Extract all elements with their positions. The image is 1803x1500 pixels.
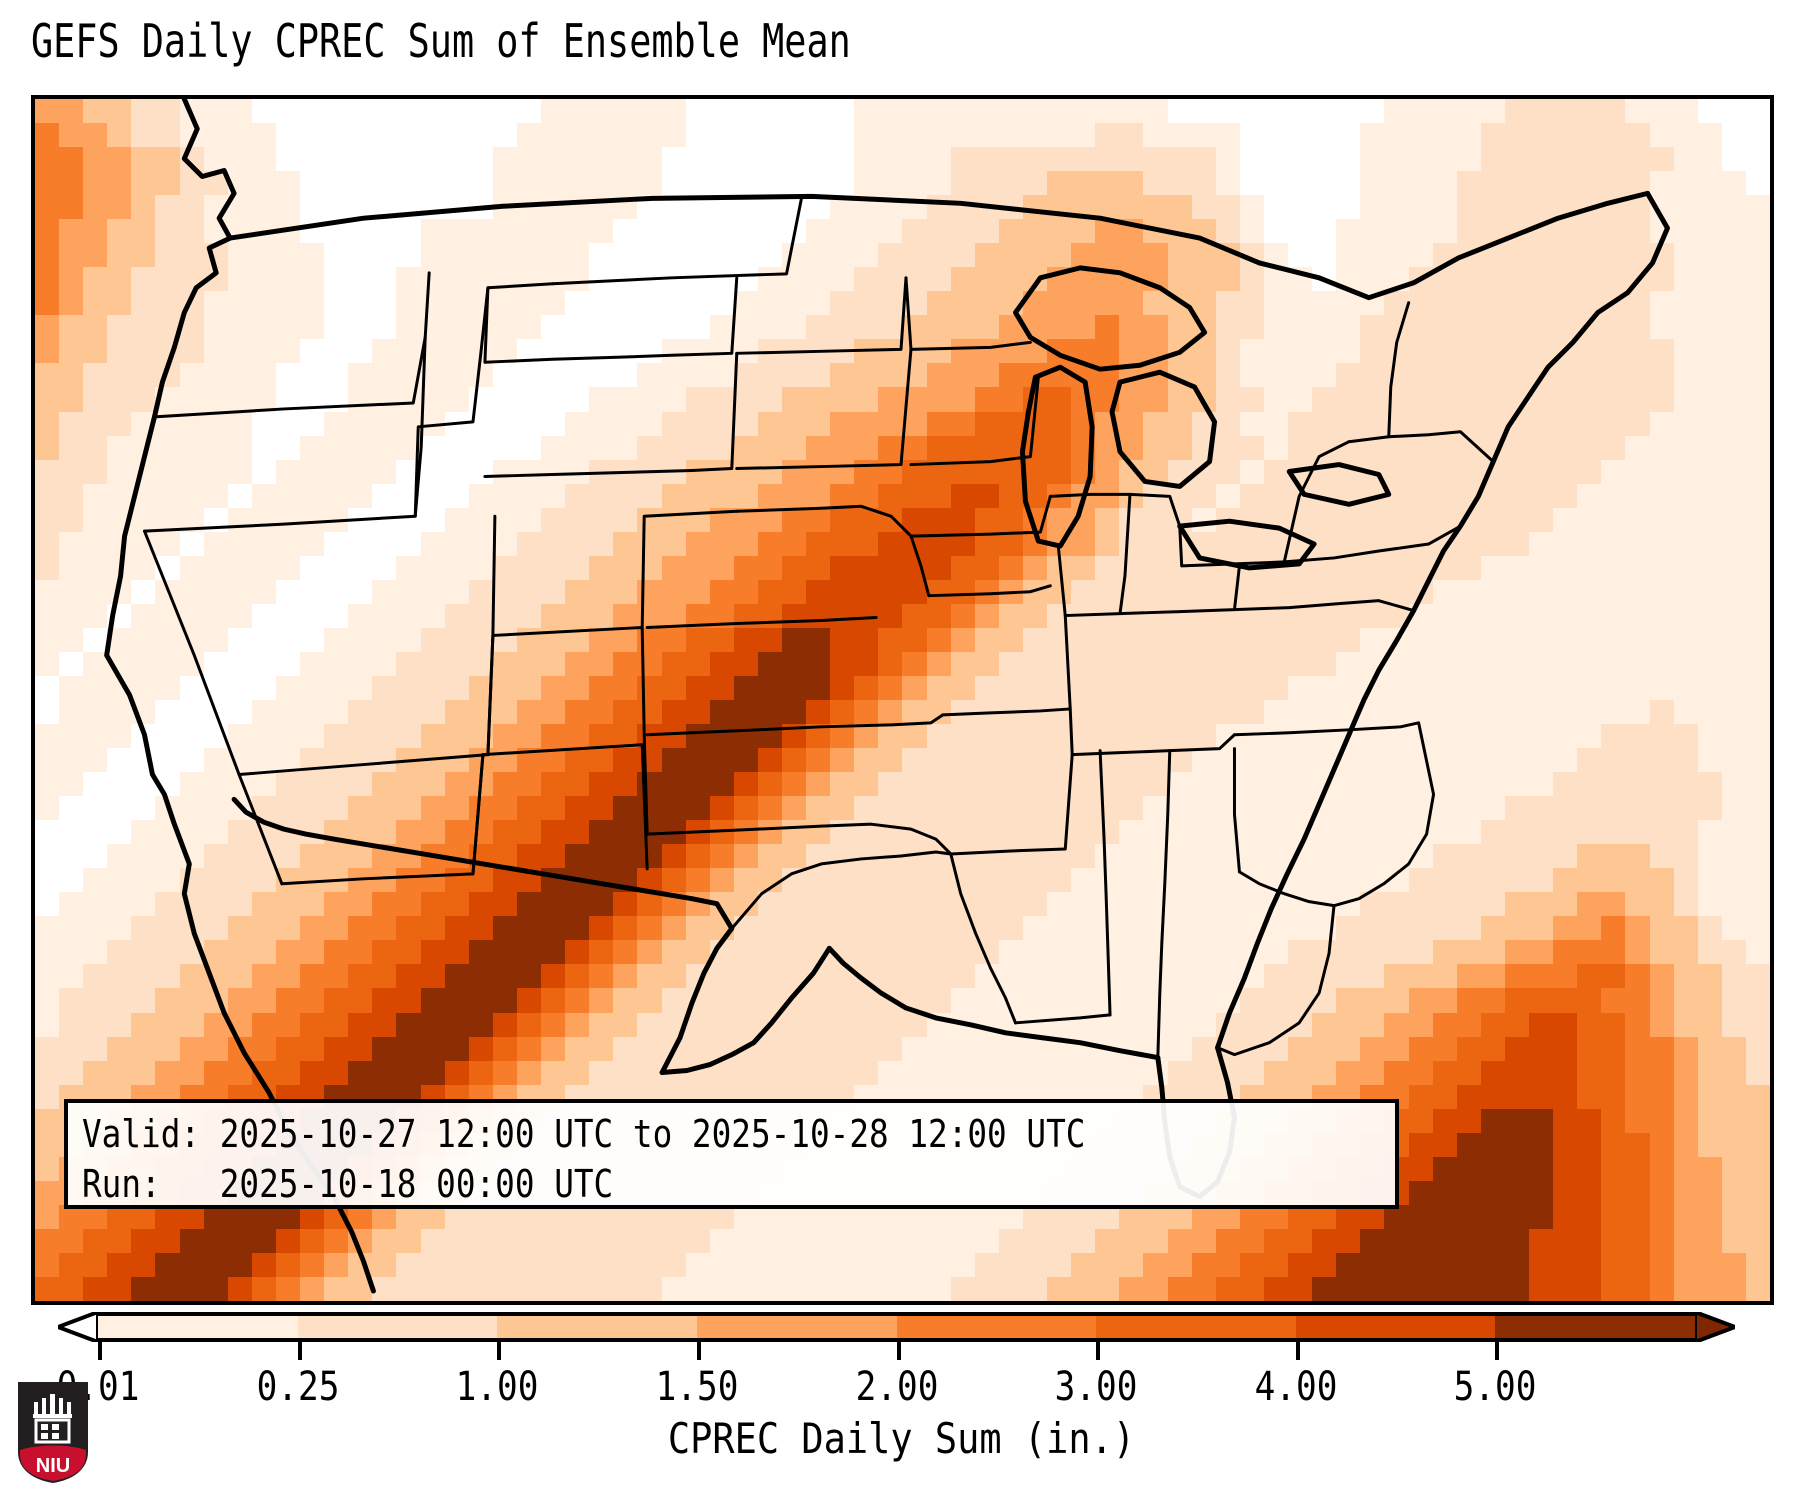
colorbar-segment xyxy=(896,1316,1097,1338)
colorbar-tick-label: 1.50 xyxy=(655,1364,739,1410)
colorbar-tick xyxy=(497,1342,502,1360)
colorbar-gradient xyxy=(98,1312,1695,1342)
colorbar-ticks xyxy=(98,1342,1695,1360)
colorbar-tick xyxy=(297,1342,302,1360)
colorbar-extend-left-arrow xyxy=(58,1312,98,1342)
precipitation-map[interactable]: Valid: 2025-10-27 12:00 UTC to 2025-10-2… xyxy=(31,95,1774,1305)
niu-shield-logo[interactable]: NIU xyxy=(14,1378,92,1486)
colorbar-tick xyxy=(1495,1342,1500,1360)
valid-time-text: Valid: 2025-10-27 12:00 UTC to 2025-10-2… xyxy=(82,1112,1086,1156)
colorbar-tick-label: 5.00 xyxy=(1453,1364,1537,1410)
colorbar-segment xyxy=(1495,1316,1695,1338)
colorbar-tick-label: 0.25 xyxy=(256,1364,340,1410)
colorbar-tick-label: 3.00 xyxy=(1054,1364,1138,1410)
colorbar-segment xyxy=(297,1316,498,1338)
run-time-text: Run: 2025-10-18 00:00 UTC xyxy=(82,1162,614,1206)
colorbar-segment xyxy=(1295,1316,1496,1338)
colorbar[interactable]: 0.01 0.25 1.00 1.50 2.00 3.00 4.00 5.00 xyxy=(31,1312,1774,1410)
colorbar-tick xyxy=(1096,1342,1101,1360)
colorbar-tick-label: 4.00 xyxy=(1254,1364,1338,1410)
page-title: GEFS Daily CPREC Sum of Ensemble Mean xyxy=(31,14,851,68)
colorbar-tick xyxy=(1295,1342,1300,1360)
colorbar-tick xyxy=(896,1342,901,1360)
colorbar-segment xyxy=(497,1316,697,1338)
colorbar-tick xyxy=(696,1342,701,1360)
colorbar-tick-label: 2.00 xyxy=(855,1364,938,1410)
colorbar-segment xyxy=(696,1316,897,1338)
forecast-info-box: Valid: 2025-10-27 12:00 UTC to 2025-10-2… xyxy=(64,1099,1399,1209)
colorbar-tick-label: 1.00 xyxy=(455,1364,539,1410)
colorbar-segment xyxy=(1096,1316,1296,1338)
colorbar-segment xyxy=(98,1316,298,1338)
colorbar-tick-labels: 0.01 0.25 1.00 1.50 2.00 3.00 4.00 5.00 xyxy=(57,1362,1695,1412)
niu-logo-text: NIU xyxy=(36,1455,70,1477)
colorbar-extend-right-arrow xyxy=(1695,1312,1735,1342)
colorbar-tick xyxy=(98,1342,102,1360)
colorbar-axis-label-text: CPREC Daily Sum (in.) xyxy=(667,1414,1136,1463)
colorbar-axis-label: CPREC Daily Sum (in.) xyxy=(0,1412,1803,1466)
